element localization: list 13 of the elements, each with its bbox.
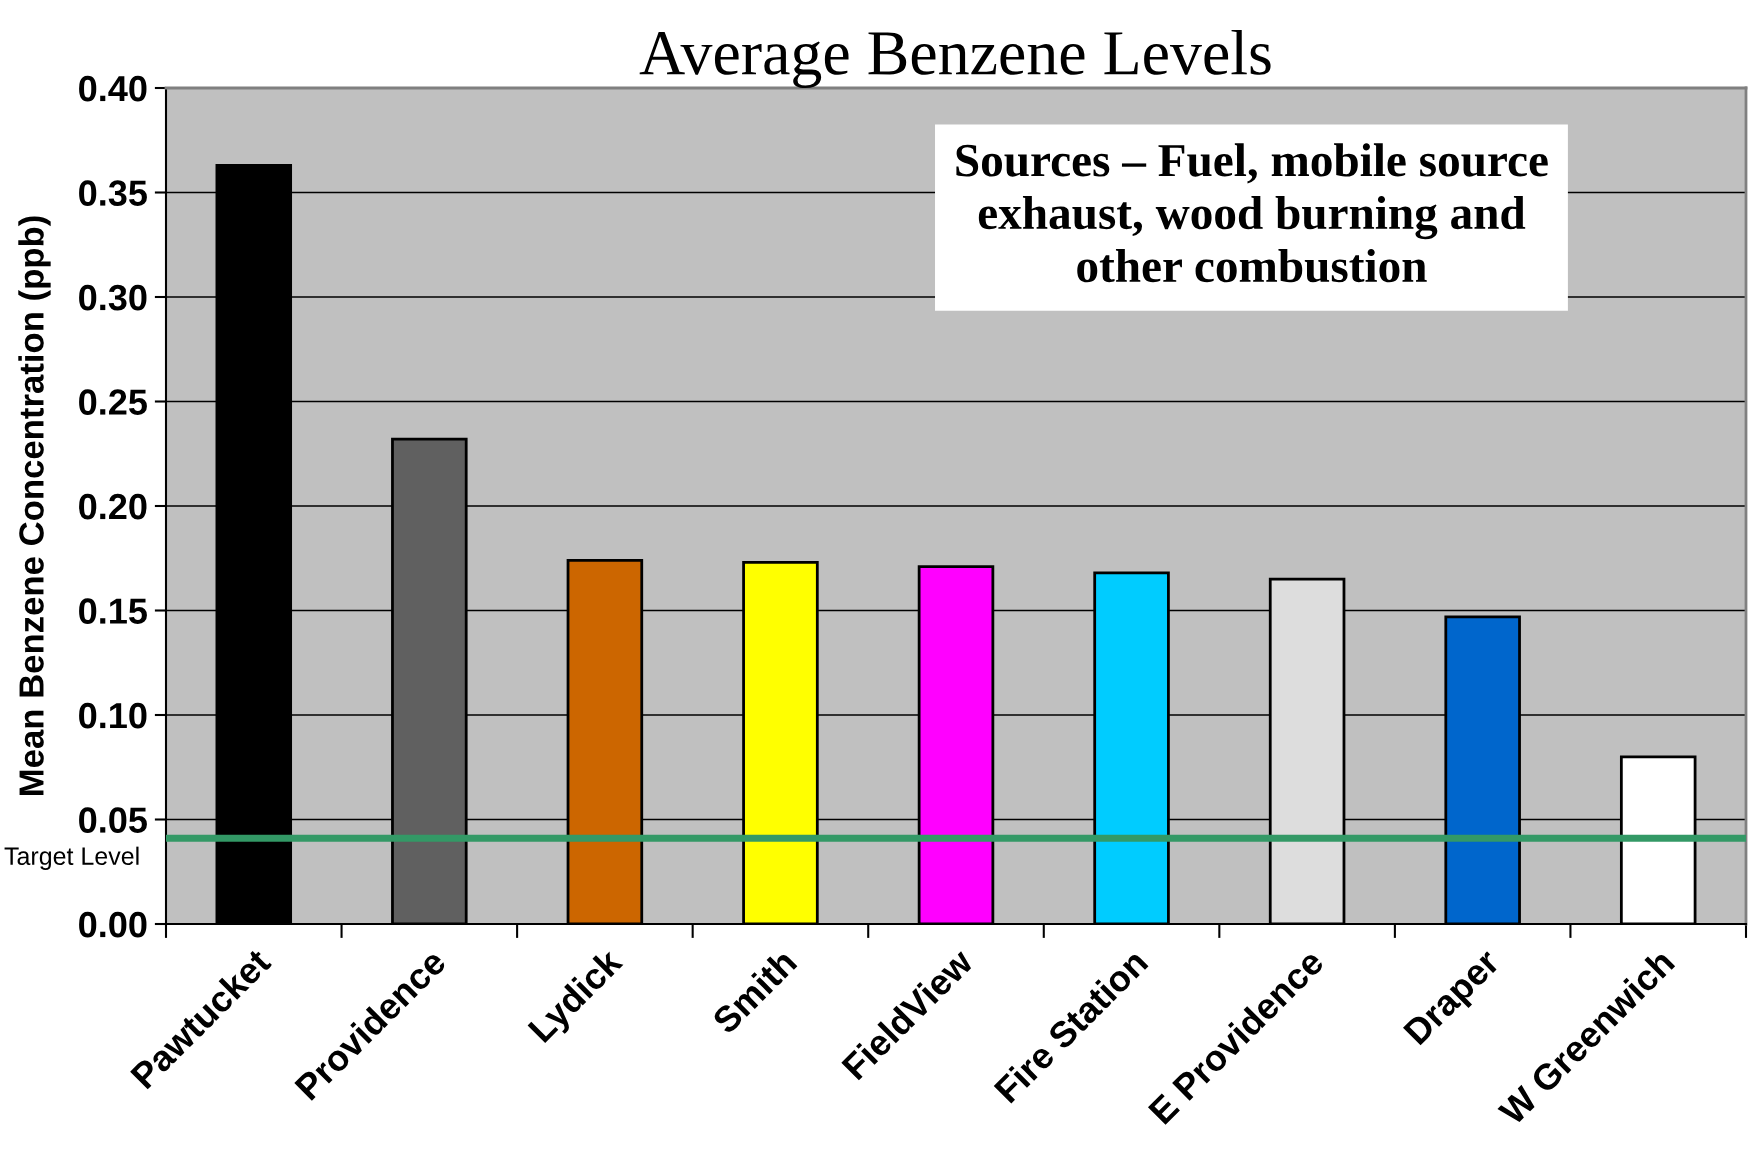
y-tick-label: 0.10 <box>79 702 147 729</box>
y-tick-label: 0.30 <box>79 284 147 311</box>
y-tick-label: 0.40 <box>79 75 147 102</box>
y-tick-label: 0.05 <box>79 807 147 833</box>
annotation: Sources – Fuel, mobile source exhaust, wood burning and other combustion <box>956 143 1548 283</box>
y-tick-label: 0.20 <box>79 493 147 520</box>
y-tick-label: 0.35 <box>79 180 147 206</box>
y-tick-label: 0.25 <box>79 389 147 415</box>
y-axis-title: Mean Benzene Concentration (ppb) <box>18 216 51 795</box>
ref-line-label: Target Level <box>4 846 139 870</box>
y-tick-label: 0.15 <box>79 598 147 624</box>
y-tick-label: 0.00 <box>79 911 147 938</box>
chart-title: Average Benzene Levels <box>639 29 1271 88</box>
